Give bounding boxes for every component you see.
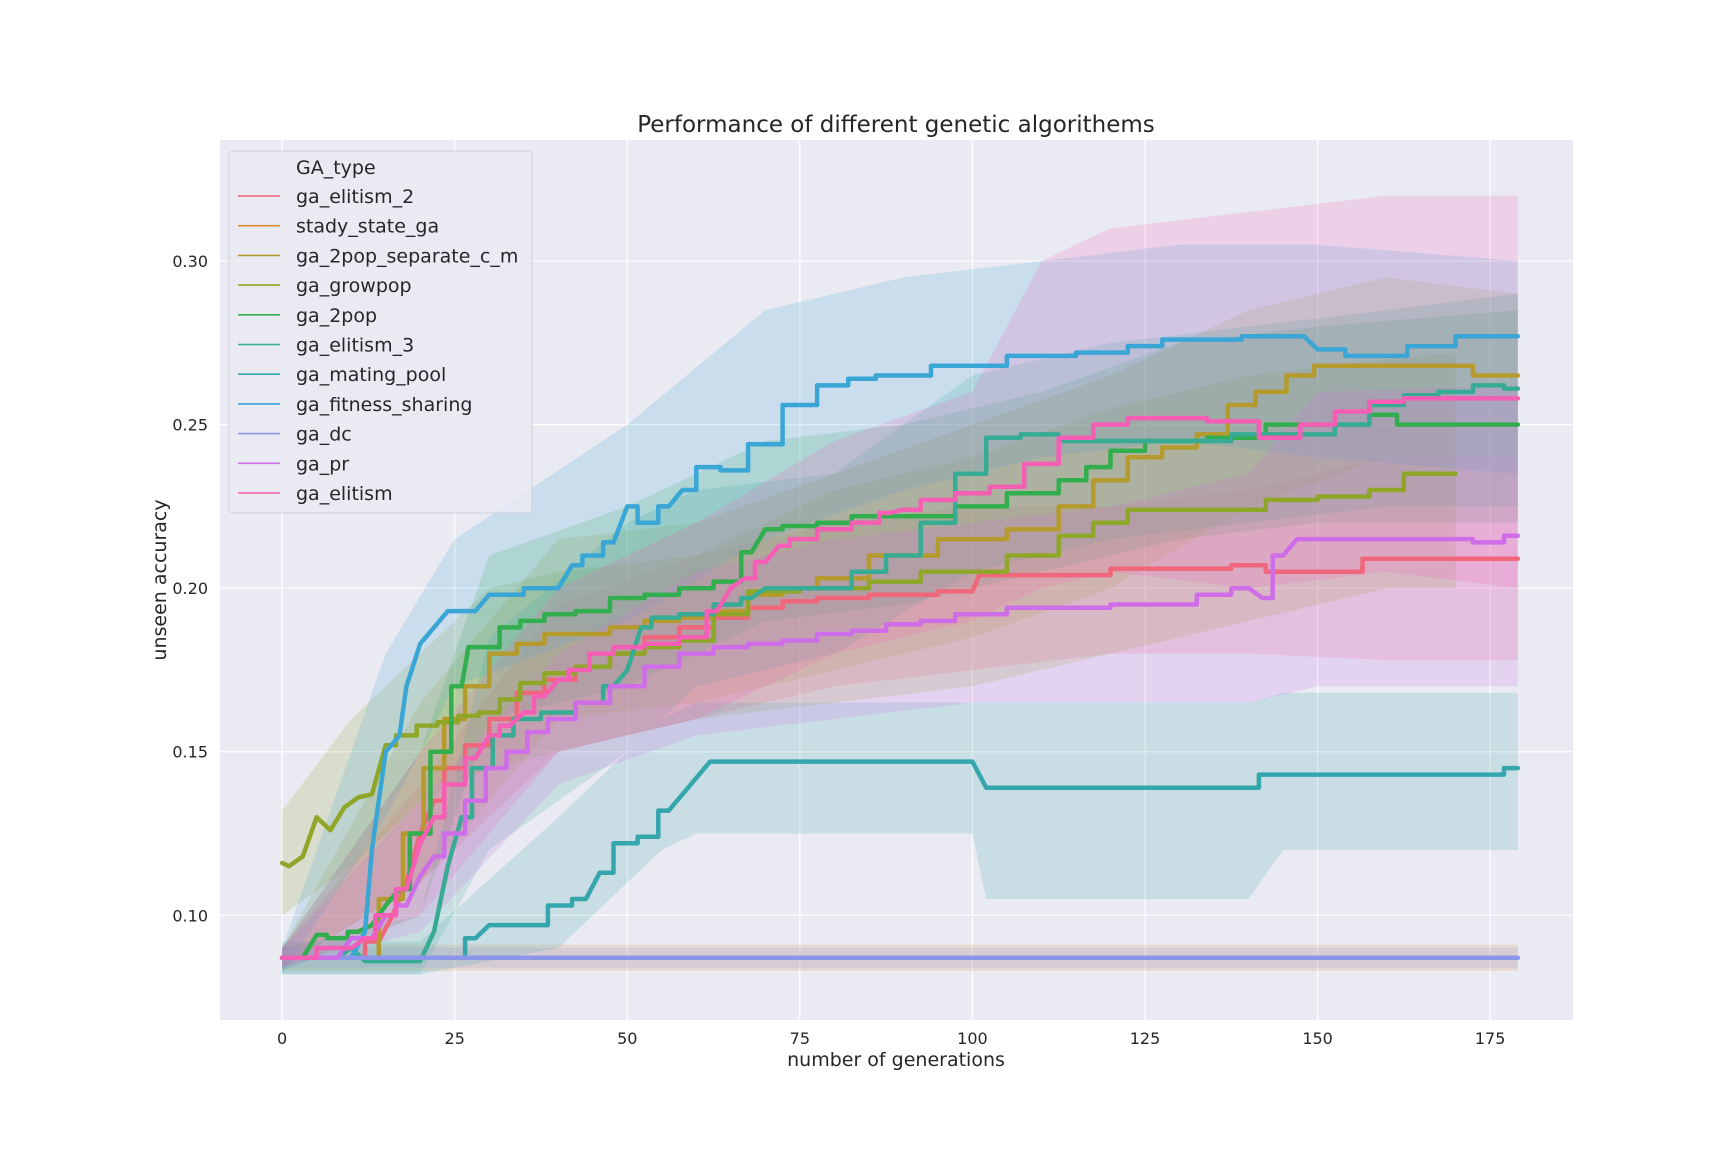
y-tick-label: 0.10	[172, 906, 208, 925]
series-lines	[279, 334, 1521, 964]
legend-items: ga_elitism_2 stady_state_ga ga_2pop_separa…	[238, 186, 518, 505]
series-line-ga-growpop	[279, 471, 1458, 869]
x-tick-label: 25	[445, 1029, 465, 1048]
band-ga-pr	[282, 385, 1518, 968]
legend-label-ga-elitism: ga_elitism	[296, 483, 393, 505]
x-axis-label: number of generations	[787, 1049, 1005, 1071]
series-line-ga-fitness-sharing	[279, 334, 1521, 961]
legend-label-stady-state-ga: stady_state_ga	[296, 216, 439, 238]
legend-label-ga-2pop-separate-c-m: ga_2pop_separate_c_m	[296, 245, 518, 267]
x-tick-label: 75	[790, 1029, 810, 1048]
x-tick-label: 175	[1475, 1029, 1506, 1048]
band-ga-elitism-2	[282, 457, 1518, 968]
x-tick-labels: 0 25 50 75 100 125 150 175	[277, 1029, 1505, 1048]
band-ga-2pop	[282, 310, 1518, 971]
x-tick-label: 50	[617, 1029, 637, 1048]
legend-label-ga-pr: ga_pr	[296, 453, 349, 475]
y-tick-label: 0.30	[172, 252, 208, 271]
grid-lines	[220, 140, 1573, 1020]
series-line-ga-mating-pool	[279, 759, 1521, 961]
legend-label-ga-elitism-2: ga_elitism_2	[296, 186, 414, 208]
legend-label-ga-elitism-3: ga_elitism_3	[296, 335, 414, 357]
legend-label-ga-fitness-sharing: ga_fitness_sharing	[296, 394, 472, 416]
y-tick-labels: 0.10 0.15 0.20 0.25 0.30	[172, 252, 208, 925]
y-axis-label: unseen accuracy	[149, 499, 171, 660]
legend-label-ga-mating-pool: ga_mating_pool	[296, 364, 446, 386]
legend-label-ga-2pop: ga_2pop	[296, 305, 377, 327]
y-tick-label: 0.25	[172, 416, 208, 435]
legend-label-ga-dc: ga_dc	[296, 424, 352, 446]
legend-title: GA_type	[296, 157, 376, 179]
legend-label-ga-growpop: ga_growpop	[296, 275, 412, 297]
series-line-ga-elitism	[279, 396, 1521, 961]
band-ga-growpop	[282, 352, 1456, 916]
x-tick-label: 0	[277, 1029, 287, 1048]
y-tick-label: 0.15	[172, 743, 208, 762]
series-line-ga-pr	[279, 533, 1521, 961]
chart-title: Performance of different genetic algorit…	[637, 112, 1155, 138]
legend-frame	[228, 150, 533, 514]
legend: GA_type ga_elitism_2 stady_state_ga ga_2po…	[228, 150, 533, 514]
band-ga-fitness-sharing	[282, 244, 1518, 975]
x-tick-label: 125	[1130, 1029, 1161, 1048]
x-tick-label: 100	[957, 1029, 988, 1048]
y-tick-label: 0.20	[172, 579, 208, 598]
band-ga-mating-pool	[282, 692, 1518, 975]
band-ga-elitism-3	[282, 293, 1518, 975]
x-tick-label: 150	[1302, 1029, 1333, 1048]
